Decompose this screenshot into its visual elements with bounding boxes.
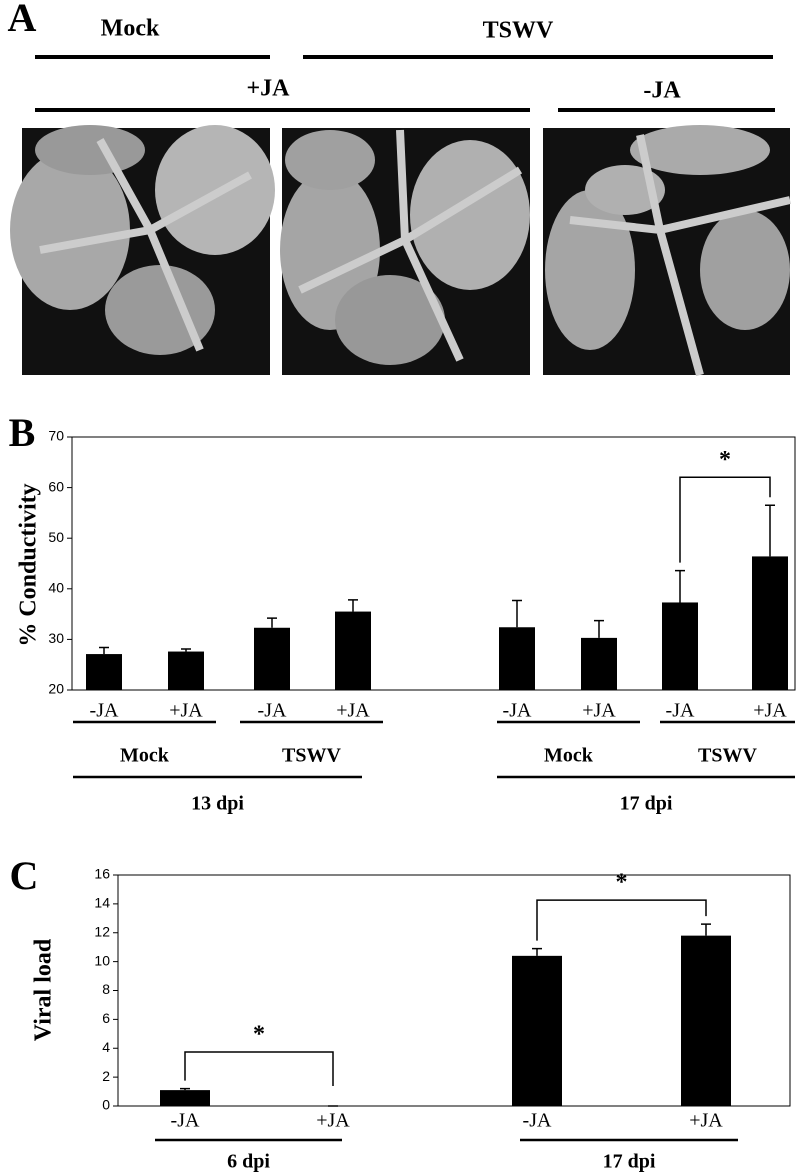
error-bar xyxy=(181,648,191,652)
x-tick-label: +JA xyxy=(169,700,203,722)
bar xyxy=(581,637,617,690)
error-bar xyxy=(512,599,522,628)
plant-photo xyxy=(10,125,275,375)
y-tick-label: 0 xyxy=(102,1097,110,1113)
bar xyxy=(662,602,698,690)
x-tick-label: -JA xyxy=(171,1110,200,1132)
significance-star: * xyxy=(719,447,731,473)
supergroup-label: 17 dpi xyxy=(620,793,673,815)
error-bar xyxy=(99,646,109,655)
y-tick-label: 6 xyxy=(102,1010,110,1026)
error-bar xyxy=(701,923,711,936)
x-tick-label: -JA xyxy=(666,700,695,722)
x-tick-label: +JA xyxy=(316,1110,350,1132)
y-tick-label: 14 xyxy=(94,895,110,911)
y-tick-label: 60 xyxy=(48,478,64,494)
x-tick-label: -JA xyxy=(523,1110,552,1132)
error-bar xyxy=(765,504,775,557)
bar xyxy=(681,935,731,1106)
x-tick-label: +JA xyxy=(582,700,616,722)
x-tick-label: +JA xyxy=(753,700,787,722)
x-tick-label: +JA xyxy=(689,1110,723,1132)
x-tick-label: +JA xyxy=(336,700,370,722)
supergroup-label: 6 dpi xyxy=(227,1151,270,1173)
panel-letter: B xyxy=(9,410,36,455)
plant-photo xyxy=(280,128,530,375)
bar xyxy=(499,627,535,690)
significance-star: * xyxy=(253,1022,265,1048)
x-tick-label: -JA xyxy=(90,700,119,722)
header-label: TSWV xyxy=(483,18,554,44)
supergroup-label: 13 dpi xyxy=(191,793,244,815)
y-tick-label: 20 xyxy=(48,681,64,697)
treatment-label: -JA xyxy=(643,78,681,104)
x-tick-label: -JA xyxy=(258,700,287,722)
error-bar xyxy=(348,599,358,612)
bar xyxy=(254,627,290,690)
bar xyxy=(752,556,788,690)
panel-letter: A xyxy=(8,0,37,40)
plot-frame xyxy=(71,436,796,691)
y-tick-label: 2 xyxy=(102,1068,110,1084)
y-tick-label: 30 xyxy=(48,630,64,646)
plant-photo xyxy=(543,125,791,377)
significance-star: * xyxy=(616,870,628,896)
significance-bracket xyxy=(536,899,707,941)
bar xyxy=(86,654,122,690)
y-tick-label: 50 xyxy=(48,529,64,545)
y-tick-label: 8 xyxy=(102,981,110,997)
bar xyxy=(335,611,371,690)
supergroup-label: 17 dpi xyxy=(603,1151,656,1173)
group-label: TSWV xyxy=(282,745,341,767)
panel-letter: C xyxy=(10,853,39,898)
group-label: TSWV xyxy=(698,745,757,767)
error-bar xyxy=(532,947,542,956)
y-tick-label: 10 xyxy=(94,952,110,968)
group-label: Mock xyxy=(120,745,170,767)
treatment-label: +JA xyxy=(246,76,290,102)
header-label: Mock xyxy=(101,16,160,42)
bar xyxy=(512,955,562,1106)
y-axis-label: Viral load xyxy=(31,938,57,1041)
error-bar xyxy=(267,617,277,628)
error-bar xyxy=(675,569,685,603)
y-tick-label: 4 xyxy=(102,1039,110,1055)
significance-bracket xyxy=(184,1051,334,1086)
y-tick-label: 70 xyxy=(48,428,64,444)
bar xyxy=(160,1090,210,1106)
y-tick-label: 12 xyxy=(94,923,110,939)
y-axis-label: % Conductivity xyxy=(16,483,42,646)
error-bar xyxy=(594,619,604,638)
y-tick-label: 40 xyxy=(48,580,64,596)
significance-bracket xyxy=(679,476,771,563)
error-bar xyxy=(180,1087,190,1091)
group-label: Mock xyxy=(544,745,594,767)
y-tick-label: 16 xyxy=(94,866,110,882)
x-tick-label: -JA xyxy=(503,700,532,722)
bar xyxy=(168,651,204,690)
